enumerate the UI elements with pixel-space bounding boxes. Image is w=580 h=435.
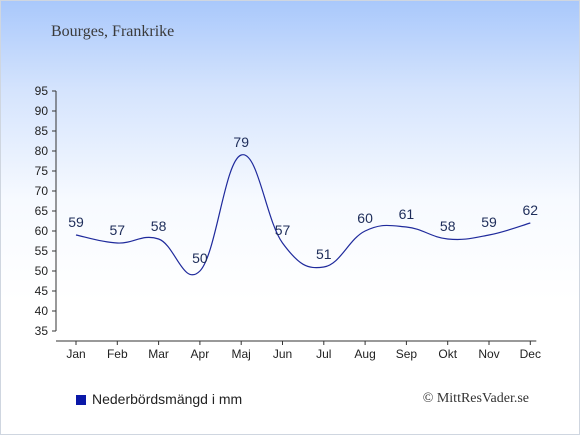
x-tick-label: Jul [316, 347, 331, 361]
y-tick-label: 40 [35, 304, 49, 318]
x-tick-label: Okt [438, 347, 457, 361]
x-tick-label: Mar [148, 347, 169, 361]
data-label: 51 [316, 246, 332, 262]
copyright-notice: © MittResVader.se [422, 391, 529, 406]
data-label: 57 [110, 222, 126, 238]
y-tick-label: 80 [35, 144, 49, 158]
y-tick-label: 65 [35, 204, 49, 218]
y-tick-label: 85 [35, 124, 49, 138]
x-tick-label: Sep [396, 347, 418, 361]
data-label: 58 [151, 218, 167, 234]
y-tick-label: 75 [35, 164, 49, 178]
x-tick-label: Aug [354, 347, 375, 361]
data-label: 58 [440, 218, 456, 234]
y-tick-label: 35 [35, 324, 49, 338]
series-line [75, 154, 531, 276]
y-tick-label: 50 [35, 264, 49, 278]
data-label: 59 [481, 214, 497, 230]
y-tick-label: 55 [35, 244, 49, 258]
x-tick-label: Dec [520, 347, 541, 361]
y-tick-label: 70 [35, 184, 49, 198]
data-label: 50 [192, 250, 208, 266]
x-tick-label: Maj [232, 347, 251, 361]
data-label: 79 [233, 134, 249, 150]
x-tick-label: Jan [66, 347, 85, 361]
legend-label: Nederbördsmängd i mm [92, 391, 243, 407]
data-label: 62 [523, 202, 539, 218]
data-label: 57 [275, 222, 291, 238]
data-label: 59 [68, 214, 84, 230]
x-tick-label: Apr [191, 347, 210, 361]
legend-swatch [76, 395, 86, 405]
x-tick-label: Feb [107, 347, 128, 361]
x-tick-label: Nov [478, 347, 499, 361]
y-tick-label: 60 [35, 224, 49, 238]
y-tick-label: 45 [35, 284, 49, 298]
data-label: 61 [399, 206, 415, 222]
y-tick-label: 95 [35, 84, 49, 98]
data-label: 60 [357, 210, 373, 226]
legend: Nederbördsmängd i mm [76, 391, 242, 407]
chart-title: Bourges, Frankrike [51, 23, 175, 40]
y-tick-label: 90 [35, 104, 49, 118]
x-tick-label: Jun [273, 347, 292, 361]
